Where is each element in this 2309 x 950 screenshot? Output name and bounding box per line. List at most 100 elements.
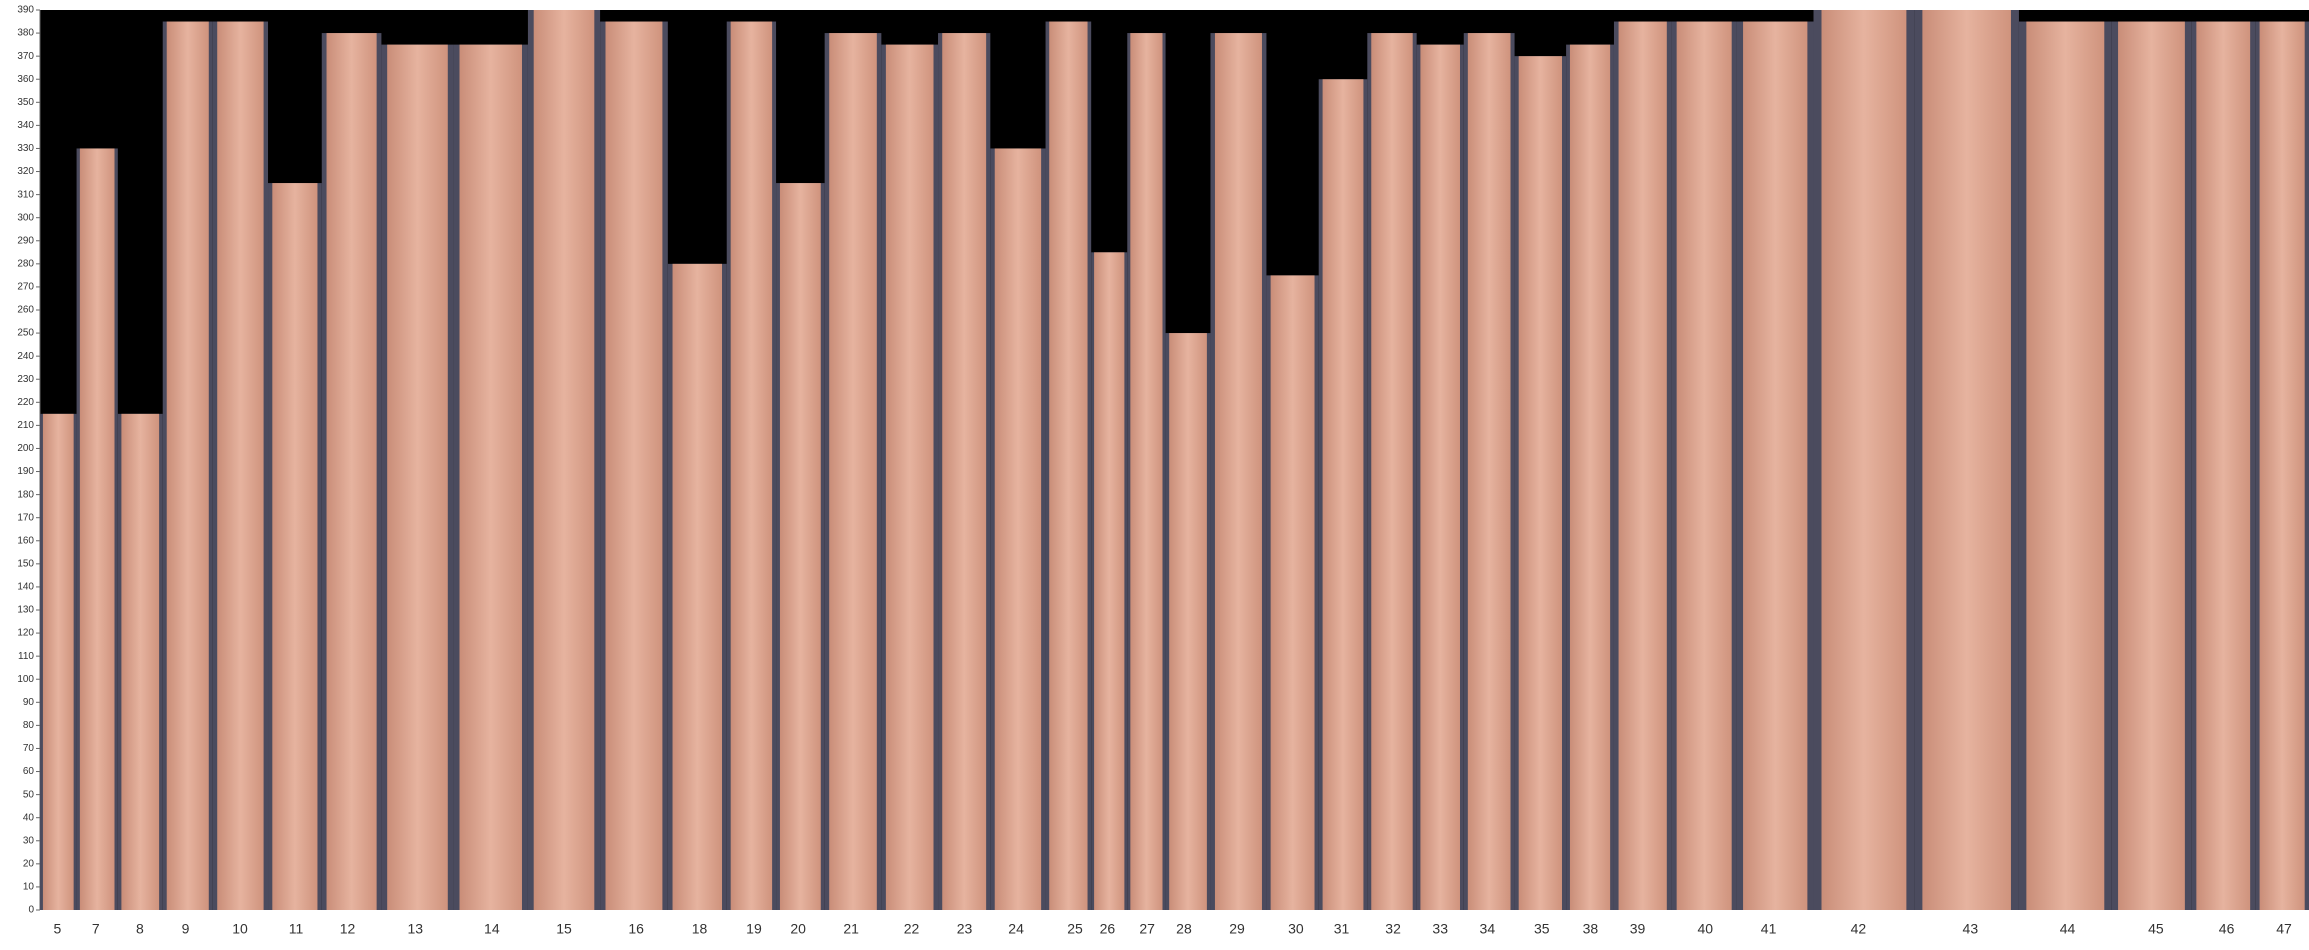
x-tick-label: 26 (1100, 921, 1116, 937)
x-tick-label: 46 (2219, 921, 2235, 937)
board (326, 33, 377, 911)
x-tick-label: 33 (1432, 921, 1448, 937)
y-tick-label: 50 (23, 789, 35, 800)
board (42, 413, 74, 910)
board (533, 10, 595, 910)
x-tick-label: 38 (1583, 921, 1599, 937)
board (2259, 21, 2305, 911)
y-tick-label: 270 (17, 282, 34, 293)
board (942, 33, 987, 911)
x-tick-label: 14 (484, 921, 500, 937)
y-tick-label: 280 (17, 258, 34, 269)
x-tick-label: 34 (1480, 921, 1496, 937)
board (217, 21, 264, 911)
x-tick-label: 41 (1761, 921, 1777, 937)
y-tick-label: 260 (17, 305, 34, 316)
y-tick-label: 0 (28, 905, 34, 916)
y-tick-label: 210 (17, 420, 34, 431)
y-tick-label: 290 (17, 235, 34, 246)
board (1467, 33, 1511, 911)
x-tick-label: 43 (1963, 921, 1979, 937)
x-tick-label: 44 (2060, 921, 2076, 937)
board (1518, 56, 1562, 910)
board (2118, 21, 2185, 911)
y-tick-label: 190 (17, 466, 34, 477)
x-tick-label: 13 (407, 921, 423, 937)
x-tick-label: 25 (1067, 921, 1083, 937)
board (1270, 275, 1315, 910)
x-tick-label: 18 (692, 921, 708, 937)
board (79, 148, 115, 910)
board (1169, 333, 1207, 911)
y-tick-label: 350 (17, 97, 34, 108)
x-tick-label: 11 (289, 921, 304, 937)
board (1214, 33, 1262, 911)
y-tick-label: 370 (17, 51, 34, 62)
board (829, 33, 877, 911)
board (2196, 21, 2251, 911)
y-tick-label: 320 (17, 166, 34, 177)
board (1676, 21, 1732, 911)
y-tick-label: 300 (17, 212, 34, 223)
y-tick-label: 220 (17, 397, 34, 408)
y-tick-label: 160 (17, 535, 34, 546)
y-tick-label: 120 (17, 628, 34, 639)
x-tick-label: 28 (1176, 921, 1192, 937)
y-tick-label: 340 (17, 120, 34, 131)
board (779, 183, 821, 911)
board (885, 44, 934, 911)
board (459, 44, 522, 911)
x-tick-label: 42 (1851, 921, 1867, 937)
y-tick-label: 20 (23, 858, 35, 869)
x-tick-label: 19 (746, 921, 762, 937)
x-tick-label: 47 (2276, 921, 2292, 937)
x-tick-label: 23 (957, 921, 973, 937)
y-tick-label: 80 (23, 720, 35, 731)
x-tick-label: 20 (790, 921, 806, 937)
y-tick-label: 360 (17, 74, 34, 85)
y-tick-label: 250 (17, 328, 34, 339)
board (1371, 33, 1413, 911)
x-tick-label: 40 (1697, 921, 1713, 937)
y-tick-label: 330 (17, 143, 34, 154)
board (1130, 33, 1163, 911)
y-tick-label: 60 (23, 766, 35, 777)
y-tick-label: 200 (17, 443, 34, 454)
board (121, 413, 160, 910)
y-tick-label: 310 (17, 189, 34, 200)
x-tick-label: 16 (628, 921, 644, 937)
x-tick-label: 31 (1334, 921, 1350, 937)
x-tick-label: 35 (1534, 921, 1550, 937)
x-tick-label: 45 (2148, 921, 2164, 937)
board (166, 21, 209, 911)
x-tick-label: 10 (232, 921, 248, 937)
board (672, 263, 723, 910)
x-tick-label: 30 (1288, 921, 1304, 937)
x-tick-label: 39 (1630, 921, 1646, 937)
x-tick-label: 5 (54, 921, 62, 937)
board (1420, 44, 1460, 911)
board (1049, 21, 1088, 911)
board (994, 148, 1042, 910)
y-tick-label: 110 (18, 651, 34, 662)
y-tick-label: 180 (17, 489, 34, 500)
x-tick-label: 7 (92, 921, 100, 937)
board (272, 183, 318, 911)
board (387, 44, 448, 911)
board (605, 21, 663, 911)
y-tick-label: 150 (17, 558, 34, 569)
x-tick-label: 22 (904, 921, 920, 937)
x-tick-label: 21 (843, 921, 859, 937)
board (1094, 252, 1125, 911)
y-tick-label: 380 (17, 28, 34, 39)
x-tick-label: 9 (182, 921, 190, 937)
x-tick-label: 27 (1139, 921, 1155, 937)
y-tick-label: 390 (17, 5, 34, 16)
y-tick-label: 230 (17, 374, 34, 385)
x-tick-label: 12 (340, 921, 356, 937)
board (1922, 10, 2011, 910)
y-tick-label: 70 (23, 743, 35, 754)
y-tick-label: 10 (23, 882, 35, 893)
y-tick-label: 100 (17, 674, 34, 685)
